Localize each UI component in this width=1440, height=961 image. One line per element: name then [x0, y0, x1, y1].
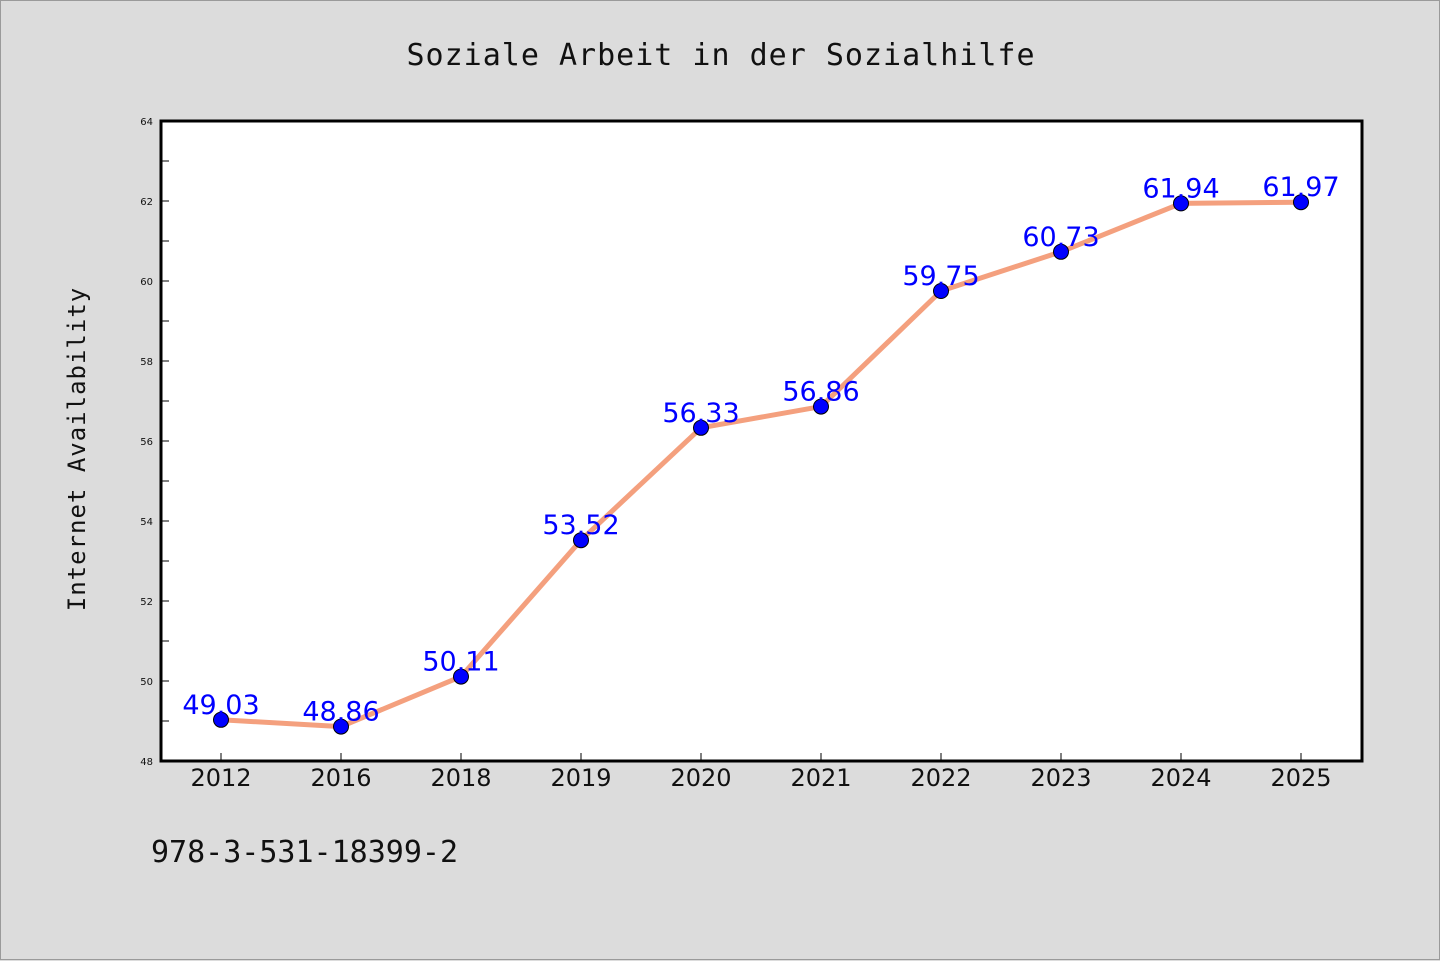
- series-line-group: [218, 199, 1304, 730]
- data-label: 50.11: [422, 647, 499, 678]
- x-tick-label: 2018: [430, 764, 491, 792]
- y-tick-label: 58: [140, 357, 153, 368]
- x-tick-label: 2024: [1150, 764, 1211, 792]
- data-point: [333, 718, 349, 735]
- x-tick-label: 2023: [1030, 764, 1091, 792]
- plot-area: [159, 119, 1364, 763]
- data-point: [813, 398, 829, 415]
- data-label: 49.03: [182, 690, 259, 721]
- data-label: 59.75: [902, 261, 979, 292]
- data-label: 61.94: [1142, 173, 1219, 204]
- data-label: 56.33: [662, 398, 739, 429]
- chart-title: Soziale Arbeit in der Sozialhilfe: [406, 38, 1035, 73]
- x-tick-label: 2012: [190, 764, 251, 792]
- data-label: 61.97: [1262, 172, 1339, 203]
- y-axis-label: Internet Availability: [63, 287, 91, 611]
- data-label: 48.86: [302, 697, 379, 728]
- data-label: 53.52: [542, 510, 619, 541]
- data-label: 56.86: [782, 377, 859, 408]
- y-tick-label: 64: [140, 117, 153, 128]
- data-point: [213, 711, 229, 728]
- x-tick-label: 2019: [550, 764, 611, 792]
- data-point: [693, 419, 709, 436]
- series-line: [218, 199, 1304, 730]
- x-tick-label: 2025: [1270, 764, 1331, 792]
- data-point: [573, 532, 589, 549]
- data-point: [1293, 194, 1309, 211]
- y-tick-label: 50: [140, 677, 153, 688]
- y-tick-label: 52: [140, 597, 153, 608]
- y-tick-label: 60: [140, 277, 153, 288]
- marker-group: [213, 194, 1309, 735]
- data-point: [453, 668, 469, 685]
- isbn-code: 978-3-531-18399-2: [151, 835, 459, 870]
- x-tick-label: 2020: [670, 764, 731, 792]
- x-tick-label: 2022: [910, 764, 971, 792]
- y-tick-label: 62: [140, 197, 153, 208]
- data-point: [1173, 195, 1189, 212]
- x-tick-label: 2021: [790, 764, 851, 792]
- data-label-group: 49.03 48.86 50.11 53.52 56.33 56.86 59.75 60.73…: [182, 172, 1339, 727]
- y-tick-label: 56: [140, 437, 153, 448]
- y-tick-label: 48: [140, 757, 153, 768]
- y-tick-label: 54: [140, 517, 153, 528]
- y-axis: 48 50 52 54 56 58 60 62 64: [140, 117, 169, 768]
- data-point: [933, 283, 949, 299]
- data-point: [1053, 243, 1069, 260]
- data-label: 60.73: [1022, 222, 1099, 253]
- x-axis: 2012 2016 2018 2019 2020 2021 2022 2023 2024 2025: [190, 753, 1332, 792]
- x-tick-label: 2016: [310, 764, 371, 792]
